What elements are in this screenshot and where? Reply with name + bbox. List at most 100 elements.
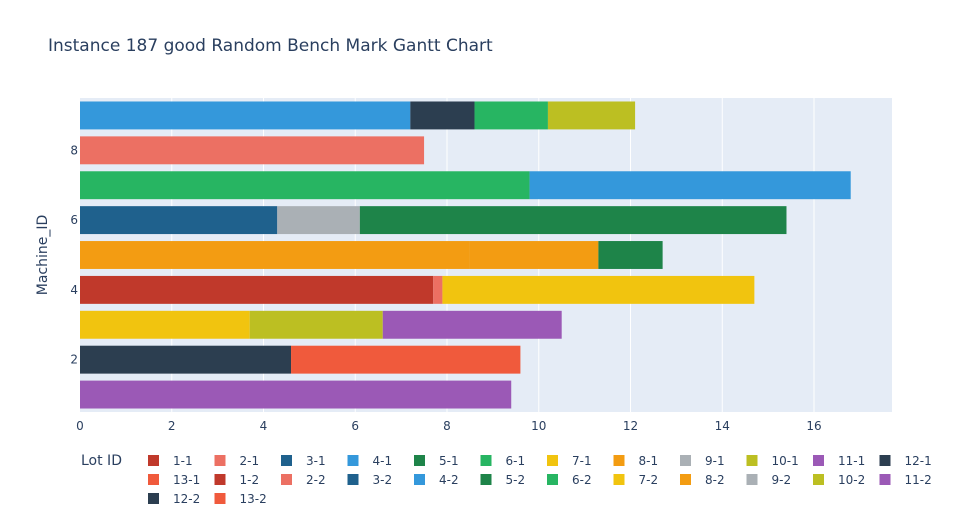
legend-item-9-1[interactable]: 9-1 — [680, 454, 725, 468]
legend-label: 9-2 — [772, 473, 792, 487]
legend-item-7-2[interactable]: 7-2 — [613, 473, 659, 487]
gantt-bar-lot-4-machine-7[interactable] — [529, 171, 851, 200]
chart-title: Instance 187 good Random Bench Mark Gant… — [48, 36, 493, 56]
legend-item-13-2[interactable]: 13-2 — [214, 492, 267, 506]
y-tick-label: 8 — [70, 143, 78, 157]
legend[interactable]: Lot ID 1-1 2-1 3-1 4-1 5-1 6-1 7-1 8-1 9-1 10-1 11… — [81, 453, 932, 506]
legend-item-10-1[interactable]: 10-1 — [746, 454, 799, 468]
legend-swatch — [148, 493, 159, 504]
legend-swatch — [480, 474, 492, 485]
legend-label: 9-1 — [705, 454, 725, 468]
y-tick-label: 6 — [70, 213, 78, 227]
legend-item-3-2[interactable]: 3-2 — [347, 473, 393, 487]
legend-item-4-1[interactable]: 4-1 — [347, 454, 393, 468]
legend-item-1-2[interactable]: 1-2 — [214, 473, 260, 487]
legend-item-12-1[interactable]: 12-1 — [879, 454, 932, 468]
legend-label: 5-1 — [439, 454, 459, 468]
legend-label: 6-2 — [572, 473, 592, 487]
legend-label: 10-2 — [838, 473, 865, 487]
legend-item-6-2[interactable]: 6-2 — [547, 473, 592, 487]
x-axis-ticks: 0 2 4 6 8 10 12 14 16 — [76, 419, 821, 433]
legend-label: 1-1 — [173, 454, 193, 468]
gantt-bar-lot-8-machine-5[interactable] — [80, 241, 470, 269]
legend-item-3-1[interactable]: 3-1 — [281, 454, 326, 468]
gantt-bar-lot-2-machine-8[interactable] — [80, 136, 425, 165]
gantt-bar-lot-1-machine-4[interactable] — [80, 275, 434, 304]
gantt-bar-lot-12-machine-9[interactable] — [410, 101, 475, 130]
gantt-bar-lot-7-machine-3[interactable] — [80, 310, 250, 339]
bars — [80, 101, 851, 409]
legend-item-8-2[interactable]: 8-2 — [680, 473, 725, 487]
gantt-bar-lot-9-machine-6[interactable] — [277, 206, 360, 235]
gantt-bar-lot-6-machine-9[interactable] — [474, 101, 548, 130]
gantt-bar-lot-11-machine-3[interactable] — [382, 310, 562, 339]
legend-item-2-1[interactable]: 2-1 — [214, 454, 260, 468]
legend-swatch — [813, 474, 824, 485]
legend-item-6-1[interactable]: 6-1 — [480, 454, 526, 468]
gantt-bar-lot-5-machine-6[interactable] — [359, 206, 787, 235]
gantt-bar-lot-6-machine-7[interactable] — [80, 171, 530, 200]
legend-label: 6-1 — [506, 454, 526, 468]
legend-item-5-2[interactable]: 5-2 — [480, 473, 526, 487]
legend-item-7-1[interactable]: 7-1 — [547, 454, 592, 468]
legend-swatch — [746, 455, 758, 466]
legend-swatch — [746, 474, 758, 485]
legend-swatch — [680, 455, 691, 466]
legend-swatch — [214, 493, 226, 504]
legend-swatch — [414, 455, 425, 466]
gantt-bar-lot-7-machine-4[interactable] — [442, 275, 755, 304]
x-tick-label: 8 — [443, 419, 451, 433]
legend-item-12-2[interactable]: 12-2 — [148, 492, 200, 506]
legend-item-13-1[interactable]: 13-1 — [148, 473, 200, 487]
gantt-bar-lot-3-machine-6[interactable] — [80, 206, 278, 235]
legend-swatch — [480, 455, 492, 466]
legend-label: 12-1 — [905, 454, 932, 468]
legend-label: 3-2 — [373, 473, 393, 487]
legend-swatch — [347, 474, 359, 485]
legend-label: 3-1 — [306, 454, 326, 468]
y-axis-ticks: 2 4 6 8 — [70, 143, 78, 366]
legend-item-4-2[interactable]: 4-2 — [414, 473, 459, 487]
legend-swatch — [148, 455, 159, 466]
legend-item-11-2[interactable]: 11-2 — [879, 473, 932, 487]
legend-label: 12-2 — [173, 492, 200, 506]
x-tick-label: 6 — [351, 419, 359, 433]
legend-item-9-2[interactable]: 9-2 — [746, 473, 792, 487]
legend-item-1-1[interactable]: 1-1 — [148, 454, 193, 468]
gantt-bar-lot-11-machine-1[interactable] — [80, 380, 512, 409]
legend-swatch — [281, 455, 292, 466]
gantt-bar-lot-8-machine-5[interactable] — [469, 241, 599, 269]
y-axis-label: Machine_ID — [35, 215, 51, 296]
legend-item-5-1[interactable]: 5-1 — [414, 454, 459, 468]
legend-label: 4-1 — [373, 454, 393, 468]
legend-swatch — [214, 455, 226, 466]
legend-swatch — [281, 474, 292, 485]
gantt-bar-lot-10-machine-3[interactable] — [249, 310, 383, 339]
gantt-bar-lot-10-machine-9[interactable] — [547, 101, 636, 130]
legend-swatch — [148, 474, 159, 485]
legend-item-8-1[interactable]: 8-1 — [613, 454, 659, 468]
legend-label: 1-2 — [240, 473, 260, 487]
gantt-bar-lot-13-machine-2[interactable] — [291, 345, 521, 374]
x-tick-label: 12 — [623, 419, 638, 433]
legend-swatch — [879, 455, 891, 466]
x-tick-label: 16 — [806, 419, 821, 433]
legend-label: 2-2 — [306, 473, 326, 487]
gantt-bar-lot-4-machine-9[interactable] — [80, 101, 411, 130]
legend-swatch — [813, 455, 824, 466]
legend-label: 13-2 — [240, 492, 267, 506]
legend-item-11-1[interactable]: 11-1 — [813, 454, 865, 468]
legend-item-2-2[interactable]: 2-2 — [281, 473, 326, 487]
legend-label: 11-2 — [905, 473, 932, 487]
gantt-bar-lot-2-machine-4[interactable] — [433, 275, 443, 304]
gantt-bar-lot-12-machine-2[interactable] — [80, 345, 292, 374]
gantt-bar-lot-5-machine-5[interactable] — [598, 241, 663, 269]
y-tick-label: 2 — [70, 353, 78, 367]
legend-swatch — [680, 474, 691, 485]
legend-swatch — [214, 474, 226, 485]
legend-label: 2-1 — [240, 454, 260, 468]
legend-item-10-2[interactable]: 10-2 — [813, 473, 865, 487]
legend-swatch — [613, 474, 625, 485]
legend-swatch — [547, 455, 558, 466]
legend-label: 13-1 — [173, 473, 200, 487]
